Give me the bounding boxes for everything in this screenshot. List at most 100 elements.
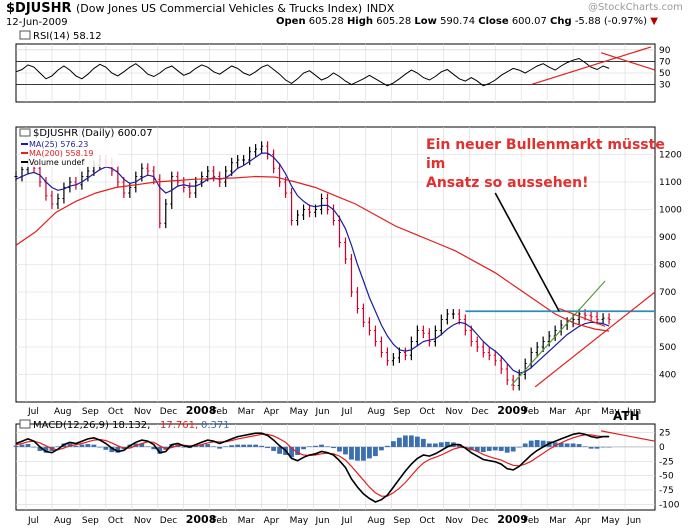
rsi-legend: RSI(14) 58.12 [33, 31, 102, 42]
channel-line [534, 291, 656, 388]
high-value: 605.28 [376, 16, 412, 27]
macd-histogram-bar [355, 446, 360, 461]
macd-histogram-bar [325, 446, 330, 447]
macd-histogram-bar [492, 446, 498, 451]
macd-histogram-bar [498, 446, 504, 451]
macd-histogram-bar [109, 446, 115, 453]
x-tick-label: Oct [108, 516, 124, 526]
ma200-line [15, 175, 610, 332]
macd-tick-label: -50 [659, 472, 674, 482]
legend-bg [20, 140, 118, 149]
macd-signal-line [15, 433, 610, 497]
macd-histogram-bar [337, 446, 342, 452]
x-tick-label: Feb [212, 516, 228, 526]
macd-histogram-bar [199, 444, 205, 447]
x-tick-label: Sep [82, 516, 99, 526]
macd-line [15, 432, 610, 503]
macd-histogram-bar [265, 446, 271, 449]
macd-histogram-bar [504, 446, 510, 453]
macd-histogram-bar [480, 446, 486, 453]
ma25-line [15, 152, 610, 374]
price-legend-icon [19, 128, 31, 137]
macd-tick-label: -100 [659, 500, 680, 510]
x-tick-label: Nov [134, 516, 152, 526]
macd-histogram-bar [486, 446, 492, 451]
x-tick-label: Jul [27, 407, 39, 417]
macd-legend-value: MACD(12,26,9) 18.132, [33, 420, 150, 431]
x-tick-label: May [601, 516, 620, 526]
legend-bg [20, 149, 118, 158]
macd-histogram-bar [564, 443, 570, 447]
x-tick-label: Dec [160, 516, 177, 526]
macd-histogram-bar [594, 446, 600, 449]
x-tick-label: Nov [445, 407, 463, 417]
x-tick-label: Sep [393, 407, 410, 417]
change-value: -5.88 (-0.97%) [574, 16, 648, 27]
macd-histogram-bar [420, 438, 426, 447]
macd-histogram-bar [510, 446, 516, 452]
chart-date: 12-Jun-2009 [6, 17, 68, 28]
close-label: Close [478, 16, 509, 27]
x-tick-label: Aug [367, 516, 385, 526]
price-tick-label: 400 [659, 371, 676, 381]
x-tick-label: Apr [264, 407, 280, 417]
x-tick-label: Dec [160, 407, 177, 417]
x-tick-label: Jul [340, 407, 352, 417]
macd-histogram-bar [516, 446, 522, 448]
price-tick-label: 700 [659, 288, 676, 298]
x-tick-label: Apr [575, 516, 591, 526]
open-label: Open [276, 16, 306, 27]
rsi-uptrend [531, 46, 652, 86]
macd-histogram-bar [139, 443, 145, 447]
x-tick-label: Jul [27, 516, 39, 526]
macd-histogram-bar [522, 443, 528, 447]
price-downtrend-line [558, 307, 606, 327]
macd-histogram-bar [397, 437, 402, 447]
macd-histogram-bar [217, 446, 223, 449]
x-tick-label: Sep [82, 407, 99, 417]
annotation-text: Ein neuer Bullenmarkt müsste im Ansatz s… [426, 136, 666, 193]
macd-histogram-bar [349, 446, 354, 460]
macd-histogram-bar [301, 446, 306, 450]
x-tick-label: Jun [315, 516, 330, 526]
channel-line [510, 280, 606, 386]
change-down-icon: ▼ [650, 16, 658, 27]
macd-panel-frame [15, 423, 656, 511]
x-tick-label: Oct [419, 516, 435, 526]
macd-histogram-bar [241, 444, 247, 447]
macd-histogram-bar [343, 446, 348, 455]
x-tick-label: Feb [523, 407, 539, 417]
macd-histogram-bar [307, 446, 312, 447]
macd-histogram-bar [576, 444, 582, 447]
x-tick-label: Sep [393, 516, 410, 526]
macd-histogram-bar [414, 436, 420, 447]
x-tick-label: May [290, 407, 309, 417]
index-name: (Dow Jones US Commercial Vehicles & Truc… [76, 2, 363, 15]
price-tick-label: 1200 [659, 151, 682, 161]
macd-histogram-bar [79, 444, 85, 447]
macd-histogram-bar [253, 444, 259, 447]
macd-histogram-bar [211, 446, 217, 447]
macd-histogram-bar [534, 440, 540, 447]
macd-histogram-bar [103, 446, 109, 450]
macd-histogram-bar [157, 446, 163, 454]
x-tick-label: Apr [575, 407, 591, 417]
low-label: Low [414, 16, 437, 27]
x-tick-label: May [290, 516, 309, 526]
price-tick-label: 500 [659, 343, 676, 353]
x-tick-label: Jul [340, 516, 352, 526]
chart-title: $DJUSHR (Dow Jones US Commercial Vehicle… [6, 1, 394, 16]
macd-histogram-bar [43, 446, 49, 453]
price-tick-label: 600 [659, 316, 676, 326]
x-tick-label: Oct [108, 407, 124, 417]
rsi-line [15, 57, 610, 87]
macd-histogram-bar [235, 444, 241, 447]
macd-histogram-bar [379, 446, 384, 451]
macd-tick-label: -75 [659, 486, 674, 496]
annotation-line-1: Ein neuer Bullenmarkt müsste im [426, 137, 665, 172]
macd-histogram-bar [373, 446, 378, 457]
x-tick-label: 2009 [497, 513, 528, 526]
macd-histogram-bar [552, 442, 558, 447]
macd-histogram-bar [426, 443, 432, 447]
